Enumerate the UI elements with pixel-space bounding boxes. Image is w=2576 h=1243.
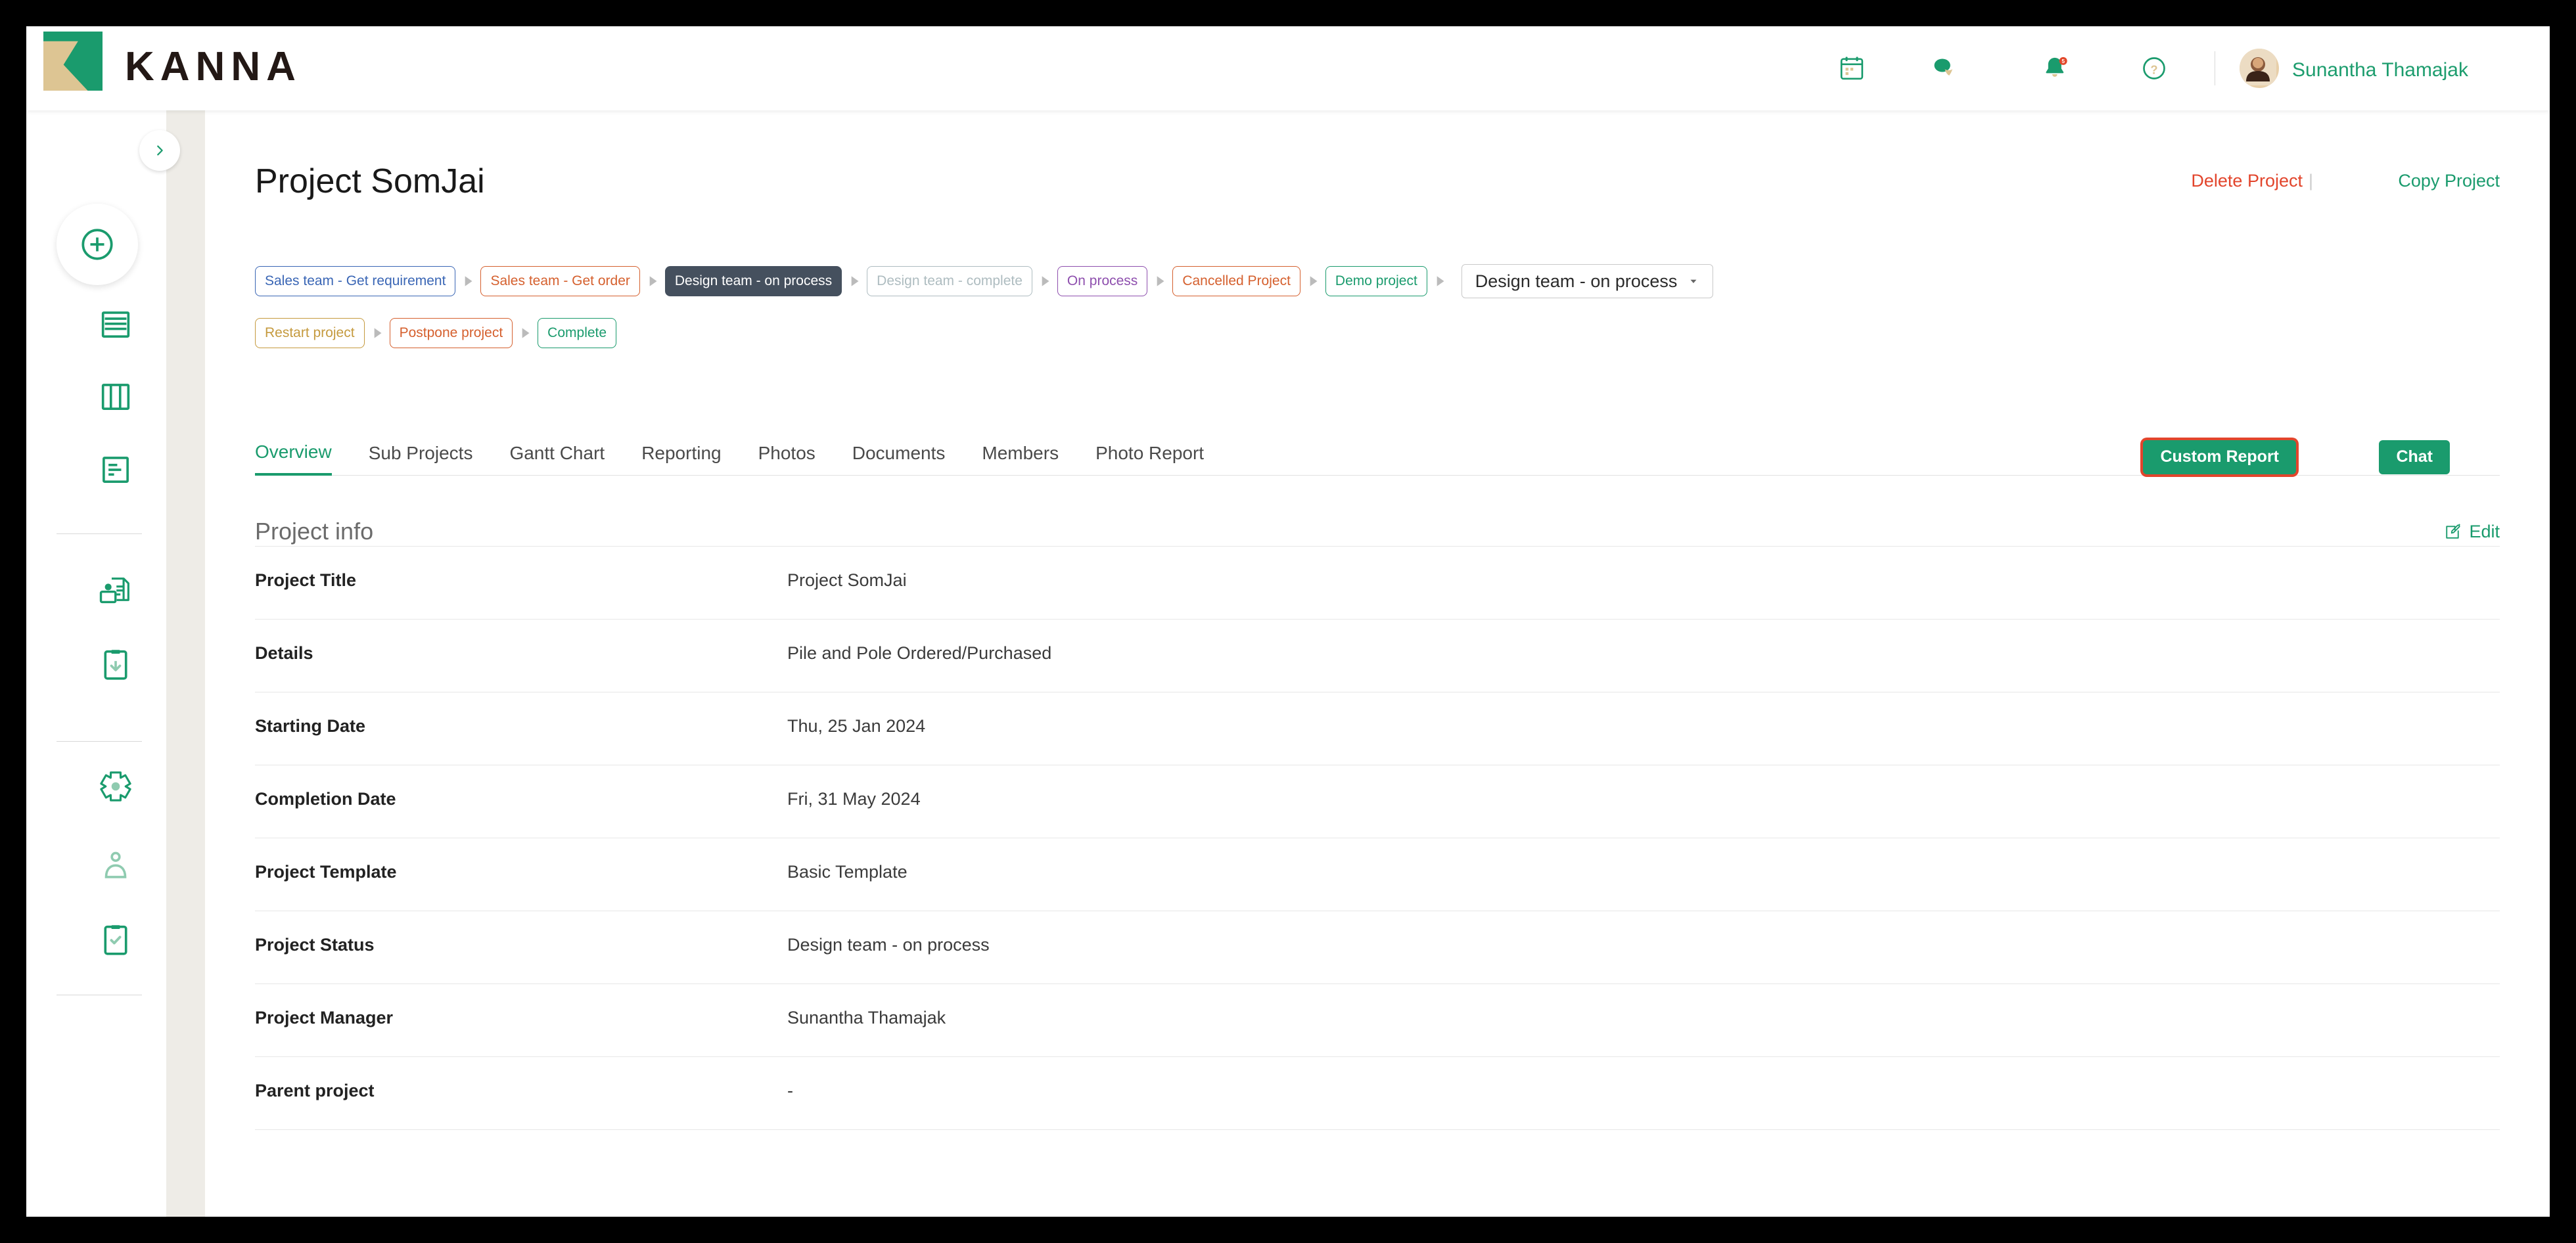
svg-text:5: 5 <box>2061 58 2065 64</box>
svg-text:?: ? <box>2150 62 2157 76</box>
